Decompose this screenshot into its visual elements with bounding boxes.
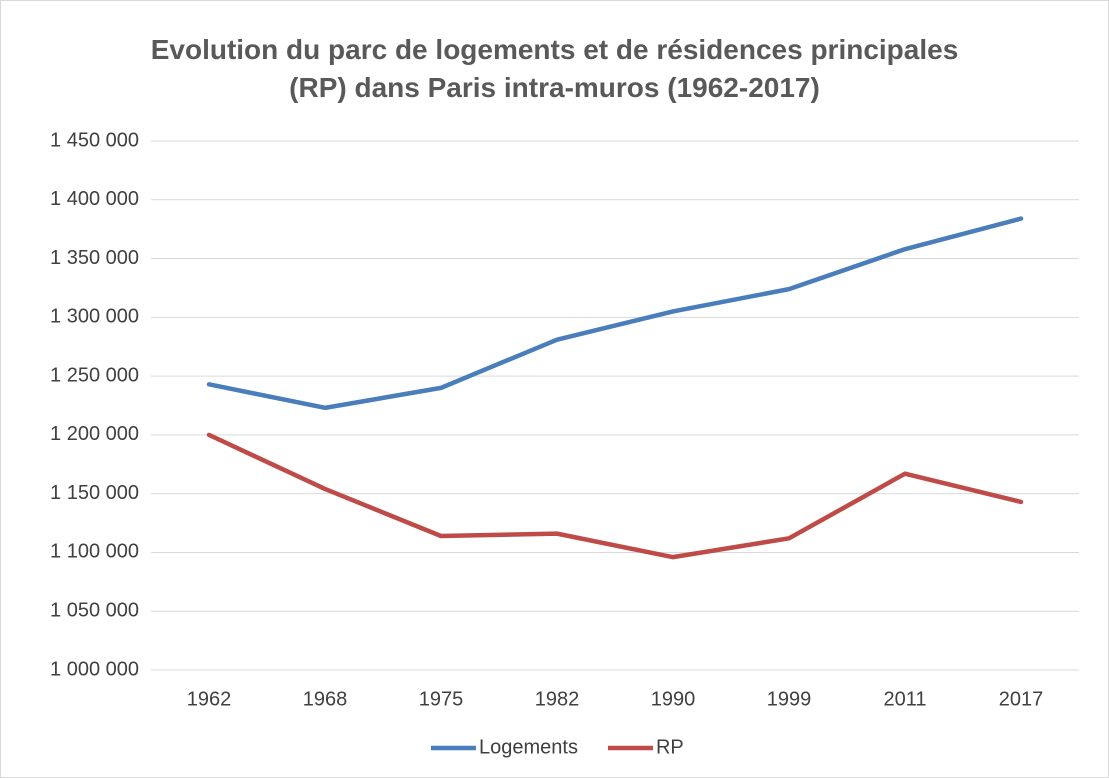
x-tick-label: 1990 [651, 688, 696, 710]
line-series [206, 432, 1024, 560]
x-tick-label: 1975 [419, 688, 464, 710]
line-series [206, 216, 1024, 411]
y-tick-label: 1 350 000 [50, 247, 139, 269]
y-tick-label: 1 050 000 [50, 600, 139, 622]
legend-label: Logements [479, 736, 578, 758]
x-tick-label: 1968 [303, 688, 348, 710]
x-tick-label: 1999 [767, 688, 812, 710]
y-tick-label: 1 200 000 [50, 423, 139, 445]
legend-label: RP [656, 736, 684, 758]
x-tick-label: 2011 [883, 688, 926, 710]
y-tick-label: 1 300 000 [50, 306, 139, 328]
x-tick-label: 2017 [999, 688, 1044, 710]
chart-title: Evolution du parc de logements et de rés… [150, 34, 959, 103]
x-tick-label: 1982 [535, 688, 580, 710]
x-tick-label: 1962 [187, 688, 232, 710]
y-tick-label: 1 150 000 [50, 482, 139, 504]
y-tick-label: 1 000 000 [50, 658, 139, 680]
y-tick-label: 1 250 000 [50, 364, 139, 386]
y-tick-label: 1 400 000 [50, 188, 139, 210]
y-tick-label: 1 450 000 [50, 129, 139, 151]
y-tick-label: 1 100 000 [50, 541, 139, 563]
